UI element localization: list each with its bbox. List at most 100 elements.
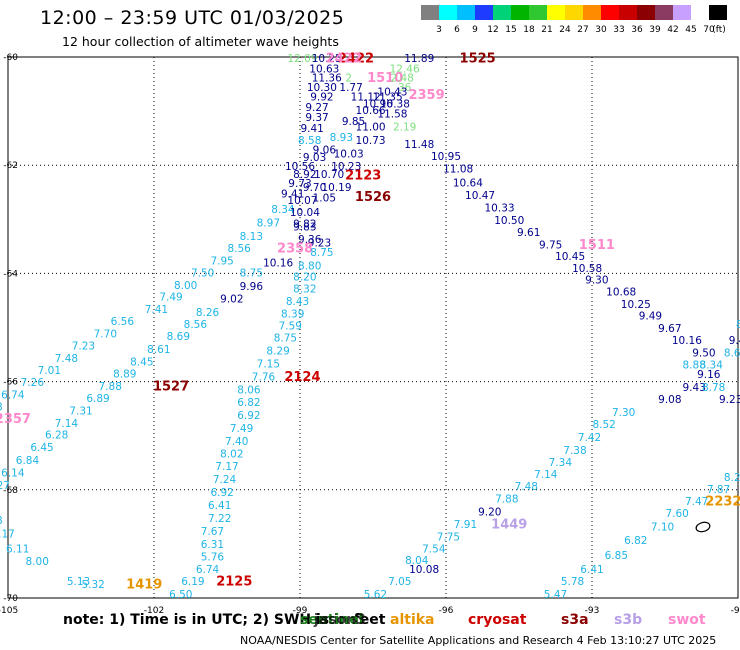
- swh-value: 8.02: [220, 449, 243, 461]
- lat-tick-label: -64: [3, 269, 18, 279]
- colorbar-label: 24: [559, 25, 571, 35]
- colorbar-swatch: [529, 5, 547, 20]
- swh-value: 9.27: [305, 102, 328, 114]
- swh-value: 8.52: [592, 419, 615, 431]
- page-title: 12:00 – 23:59 UTC 01/03/2025: [40, 7, 345, 29]
- swh-value: 6.82: [237, 397, 260, 409]
- pass-time-label: 1527: [153, 380, 189, 395]
- swh-value: 5.62: [364, 589, 387, 601]
- swh-value: 10.70: [314, 169, 344, 181]
- lon-tick-label: -105: [0, 606, 18, 616]
- swh-value: 11.00: [356, 121, 386, 133]
- swh-value: 7.40: [225, 436, 248, 448]
- swh-value: 9.49: [639, 311, 662, 323]
- swh-value: 6.18: [0, 515, 3, 527]
- swh-value: 8.34: [271, 204, 295, 216]
- swh-value: 9.08: [658, 394, 681, 406]
- swh-value: 7.67: [201, 526, 224, 538]
- swh-value: 7.01: [38, 365, 61, 377]
- colorbar-label: 36: [631, 25, 643, 35]
- swh-value: 2.19: [393, 121, 416, 133]
- swh-value: 8.88: [683, 359, 706, 371]
- colorbar-swatch: [637, 5, 655, 20]
- swh-value: 6.41: [208, 500, 231, 512]
- swh-value: 7.34: [549, 457, 573, 469]
- swh-value: 8.04: [405, 555, 429, 567]
- lon-tick-label: -102: [144, 606, 164, 616]
- swh-value: 2.48: [391, 73, 414, 85]
- colorbar-label: 45: [685, 25, 696, 35]
- swh-value: 8.75: [310, 247, 333, 259]
- swh-value: 6.56: [111, 316, 135, 328]
- lon-tick-label: -93: [585, 606, 600, 616]
- swh-value: 6.48: [0, 402, 3, 414]
- colorbar-swatch: [511, 5, 529, 20]
- swh-value: 10.50: [494, 215, 524, 227]
- swh-value: 9.23: [308, 238, 331, 250]
- lon-tick-label: -96: [439, 606, 454, 616]
- swh-value: 10.19: [321, 182, 351, 194]
- swh-value: 10.96: [363, 99, 393, 111]
- swh-value: 1.77: [339, 82, 362, 94]
- pass-time-label: 2422: [326, 52, 362, 67]
- swh-value: 9.30: [585, 274, 608, 286]
- colorbar-label: 12: [487, 25, 498, 35]
- swh-value: 7.48: [515, 481, 538, 493]
- colorbar-swatch: [601, 5, 619, 20]
- mission-jason3: jason3: [314, 612, 366, 628]
- swh-value: 7.88: [495, 494, 518, 506]
- swh-value: 11.12: [351, 92, 381, 104]
- colorbar-label: 30: [595, 25, 607, 35]
- mission-sentinel: sentinel: [300, 612, 364, 628]
- swh-value: 8.43: [286, 296, 309, 308]
- swh-value: 6.82: [624, 535, 647, 547]
- swh-value: 12.09: [287, 53, 317, 65]
- swh-value: 9.41: [281, 188, 304, 200]
- pass-time-label: 2232: [705, 495, 740, 510]
- swh-value: 11.58: [377, 108, 407, 120]
- colorbar-label: 3: [436, 25, 442, 35]
- swh-value: 8.74: [736, 319, 740, 331]
- swh-value: 8.56: [184, 319, 208, 331]
- colorbar-swatch: [457, 5, 475, 20]
- footer-note: note: 1) Time is in UTC; 2) SWH is in fe…: [63, 612, 386, 628]
- swh-value: 10.64: [453, 178, 483, 190]
- swh-value: 9.23: [719, 394, 740, 406]
- colorbar-label: 27: [577, 25, 588, 35]
- swh-value: 10.68: [606, 286, 636, 298]
- swh-value: 6.41: [580, 564, 603, 576]
- swh-value: 6.14: [1, 468, 25, 480]
- swh-value: 7.50: [191, 267, 214, 279]
- swh-value: 7.22: [208, 513, 231, 525]
- swh-value: 8.06: [237, 384, 261, 396]
- swh-value: 8.61: [147, 344, 170, 356]
- swh-value: 7.42: [578, 432, 601, 444]
- colorbar-swatch: [709, 5, 727, 20]
- swh-value: 6.74: [1, 390, 25, 402]
- lat-tick-label: -60: [3, 53, 18, 63]
- swh-value: 10.16: [263, 258, 293, 270]
- swh-value: 8.25: [724, 472, 740, 484]
- colorbar-label: 42: [667, 25, 678, 35]
- swh-value: 6.89: [86, 393, 109, 405]
- colorbar-label: 15: [505, 25, 516, 35]
- swh-value: 8.20: [293, 272, 316, 284]
- swh-value: 6.92: [210, 487, 233, 499]
- swh-value: 11.35: [373, 92, 403, 104]
- pass-time-label: 2359: [408, 88, 444, 103]
- swh-value: 7.41: [145, 304, 168, 316]
- swh-value: 10.56: [285, 161, 315, 173]
- swh-value: 5.13: [67, 576, 90, 588]
- colorbar-swatch: [439, 5, 457, 20]
- swh-value: 7.54: [422, 543, 446, 555]
- colorbar-swatch: [547, 5, 565, 20]
- swh-value: 11.36: [312, 73, 342, 85]
- colorbar-label: 18: [523, 25, 535, 35]
- swh-value: 7.23: [72, 340, 95, 352]
- swh-value: 6.17: [0, 529, 15, 541]
- pass-time-label: 2422: [338, 52, 374, 67]
- colorbar-swatch: [421, 5, 439, 20]
- swh-value: 7.38: [563, 445, 586, 457]
